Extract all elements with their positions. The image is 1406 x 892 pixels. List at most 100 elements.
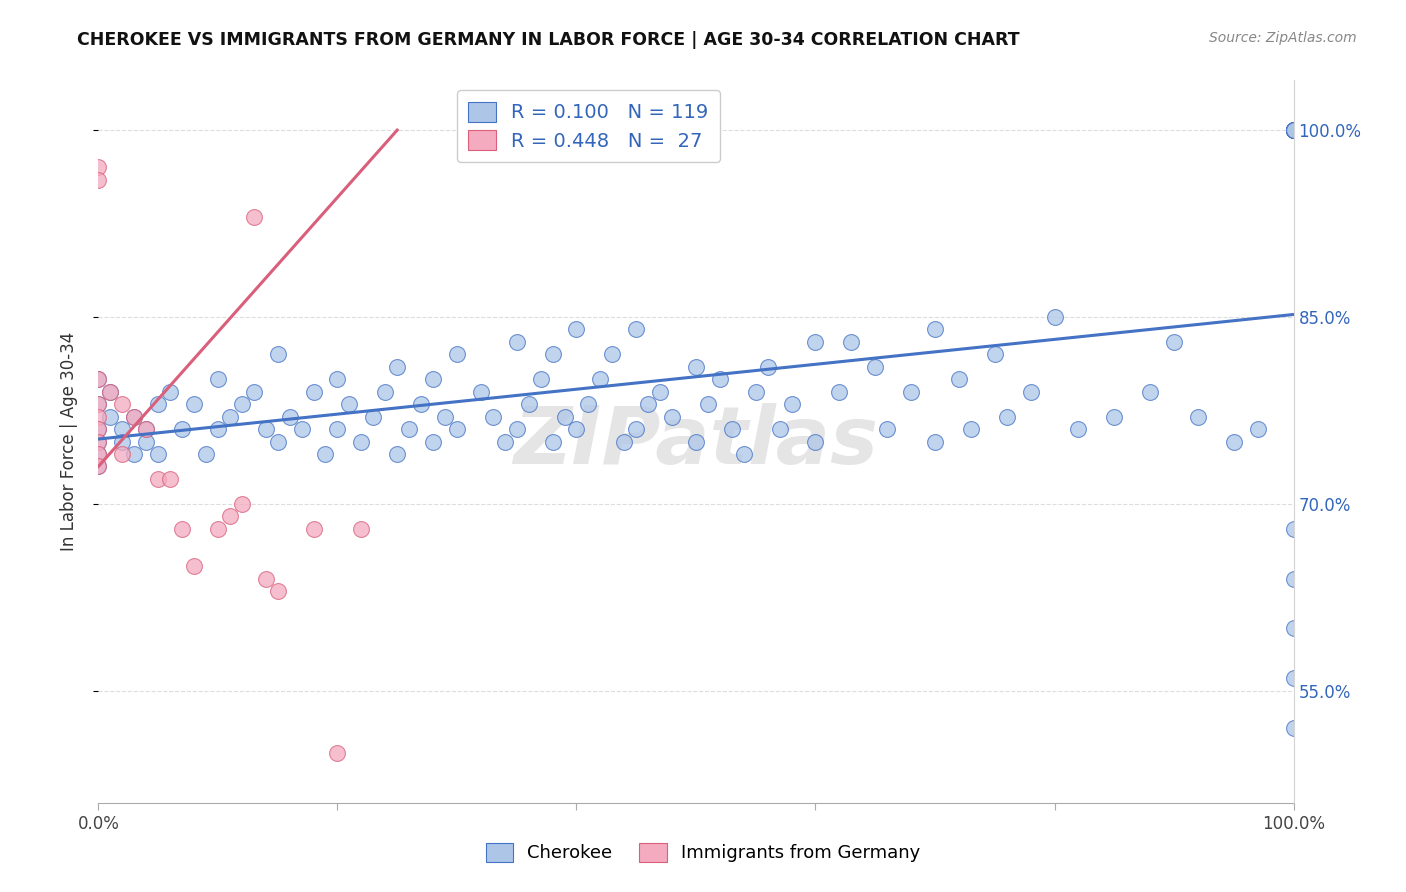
Point xyxy=(1282,123,1305,137)
Point xyxy=(350,522,373,536)
Point xyxy=(87,161,110,175)
Point xyxy=(195,447,218,461)
Point xyxy=(648,384,672,399)
Point xyxy=(111,397,134,411)
Point xyxy=(98,384,122,399)
Point xyxy=(494,434,516,449)
Point xyxy=(183,397,205,411)
Point xyxy=(267,434,290,449)
Point xyxy=(254,572,277,586)
Point xyxy=(1019,384,1042,399)
Point xyxy=(1282,123,1305,137)
Point xyxy=(685,434,707,449)
Point xyxy=(530,372,553,386)
Point xyxy=(111,422,134,436)
Point xyxy=(159,472,181,486)
Point xyxy=(207,372,229,386)
Point xyxy=(804,334,827,349)
Point xyxy=(995,409,1018,424)
Point xyxy=(172,422,194,436)
Point xyxy=(124,409,146,424)
Point xyxy=(87,434,110,449)
Point xyxy=(1282,123,1305,137)
Point xyxy=(1187,409,1209,424)
Point xyxy=(98,384,122,399)
Point xyxy=(1282,123,1305,137)
Point xyxy=(398,422,420,436)
Point xyxy=(422,372,444,386)
Point xyxy=(87,459,110,474)
Point xyxy=(148,447,170,461)
Point xyxy=(87,422,110,436)
Point xyxy=(506,334,529,349)
Point xyxy=(1282,123,1305,137)
Legend: Cherokee, Immigrants from Germany: Cherokee, Immigrants from Germany xyxy=(478,836,928,870)
Point xyxy=(613,434,636,449)
Point xyxy=(745,384,768,399)
Text: Source: ZipAtlas.com: Source: ZipAtlas.com xyxy=(1209,31,1357,45)
Point xyxy=(446,422,468,436)
Point xyxy=(87,397,110,411)
Point xyxy=(756,359,779,374)
Point xyxy=(207,522,229,536)
Point xyxy=(87,447,110,461)
Point xyxy=(135,422,157,436)
Point xyxy=(541,434,564,449)
Legend: R = 0.100   N = 119, R = 0.448   N =  27: R = 0.100 N = 119, R = 0.448 N = 27 xyxy=(457,90,720,162)
Point xyxy=(960,422,983,436)
Point xyxy=(541,347,564,361)
Point xyxy=(302,384,325,399)
Point xyxy=(267,347,290,361)
Point xyxy=(87,372,110,386)
Point xyxy=(697,397,720,411)
Point xyxy=(1282,671,1305,685)
Point xyxy=(637,397,659,411)
Point xyxy=(111,447,134,461)
Point xyxy=(302,522,325,536)
Point xyxy=(159,384,181,399)
Point xyxy=(278,409,301,424)
Point xyxy=(1247,422,1270,436)
Point xyxy=(183,559,205,574)
Point xyxy=(148,472,170,486)
Point xyxy=(1282,123,1305,137)
Point xyxy=(685,359,707,374)
Point xyxy=(948,372,970,386)
Point xyxy=(315,447,337,461)
Point xyxy=(709,372,731,386)
Point xyxy=(924,434,946,449)
Point xyxy=(900,384,922,399)
Point xyxy=(1282,522,1305,536)
Point xyxy=(326,746,349,760)
Point xyxy=(626,422,648,436)
Point xyxy=(231,397,253,411)
Point xyxy=(565,322,588,336)
Point xyxy=(733,447,755,461)
Point xyxy=(363,409,385,424)
Point xyxy=(1223,434,1246,449)
Point xyxy=(172,522,194,536)
Point xyxy=(446,347,468,361)
Point xyxy=(1282,123,1305,137)
Point xyxy=(1043,310,1066,324)
Point xyxy=(578,397,600,411)
Point xyxy=(565,422,588,436)
Point xyxy=(661,409,683,424)
Point xyxy=(87,372,110,386)
Point xyxy=(243,211,266,225)
Point xyxy=(374,384,396,399)
Point xyxy=(219,509,242,524)
Point xyxy=(267,584,290,599)
Point xyxy=(87,409,110,424)
Point xyxy=(385,447,409,461)
Point xyxy=(350,434,373,449)
Point xyxy=(1163,334,1185,349)
Point xyxy=(780,397,803,411)
Point xyxy=(1282,123,1305,137)
Y-axis label: In Labor Force | Age 30-34: In Labor Force | Age 30-34 xyxy=(59,332,77,551)
Point xyxy=(87,434,110,449)
Point xyxy=(804,434,827,449)
Point xyxy=(339,397,361,411)
Point xyxy=(111,434,134,449)
Point xyxy=(1067,422,1090,436)
